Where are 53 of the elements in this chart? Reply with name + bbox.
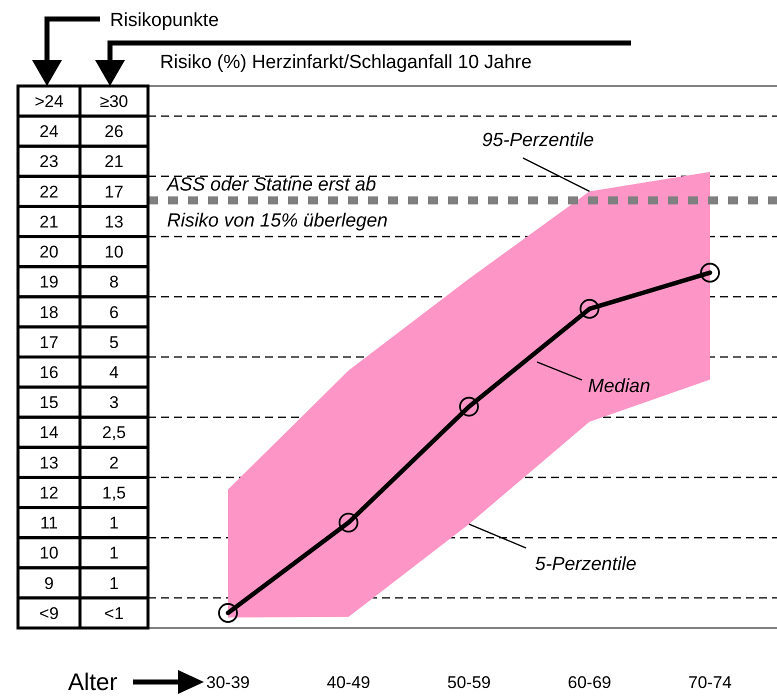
y-tick-label: 15 [40,393,58,412]
text: ≥30 [100,92,128,112]
text: 13 [104,212,124,232]
text: 26 [104,122,124,142]
x-tick-label: 40-49 [326,673,370,692]
point [338,512,358,533]
y-tick-label: 19 [40,272,58,292]
y-tick-label: 11 [40,514,58,533]
annotation: 95-Perzentile [482,130,594,151]
y2-axis-title: Risiko (%) Herzinfarkt/Schlaganfall 10 Jahre [160,52,532,73]
y-tick-label: 18 [40,302,58,322]
y-tick-label: 22 [40,182,58,202]
point [459,396,479,417]
text: 8 [109,272,119,292]
text: 1 [109,514,119,533]
y-tick-label: <9 [39,604,59,623]
text: 2 [109,453,119,472]
x-tick-label: 30-39 [206,673,250,692]
text: 4 [109,363,119,382]
y-tick-label: 12 [40,483,58,502]
annotation: Median [588,376,650,397]
text: <1 [104,604,124,623]
y-tick-label: 10 [40,544,58,563]
point [580,298,600,319]
y-tick-label: >24 [34,92,64,112]
x-tick-label: 50-59 [447,673,491,692]
y-tick-label: 20 [40,242,58,262]
y-tick-label: 23 [40,152,58,172]
y-axis-title: Risikopunkte [110,10,219,31]
y-tick-label: 17 [40,332,58,352]
text: 1 [109,574,119,593]
x-axis-title: Alter [68,669,118,696]
annotation: 5-Perzentile [535,554,636,575]
text: 2,5 [102,423,126,442]
text: 6 [109,302,119,322]
text: 1 [109,544,119,563]
y-tick-label: 21 [40,212,58,232]
text: 21 [104,152,124,172]
text: 3 [109,393,119,412]
x-tick-label: 70-74 [688,673,732,692]
y-tick-label: 9 [44,574,54,593]
point [218,603,238,623]
y-tick-label: 24 [40,122,58,142]
text: 17 [104,182,124,202]
point [700,262,720,283]
x-tick-label: 60-69 [568,673,612,692]
y-tick-label: 16 [40,363,58,382]
text: 5 [109,332,119,352]
y-tick-label: 14 [40,423,58,442]
text: 1,5 [102,483,126,502]
ref-line-label: ASS oder Statine erst ab Risiko von 15% überlegen [166,174,388,232]
y-tick-label: 13 [40,453,58,472]
text: 10 [104,242,124,262]
